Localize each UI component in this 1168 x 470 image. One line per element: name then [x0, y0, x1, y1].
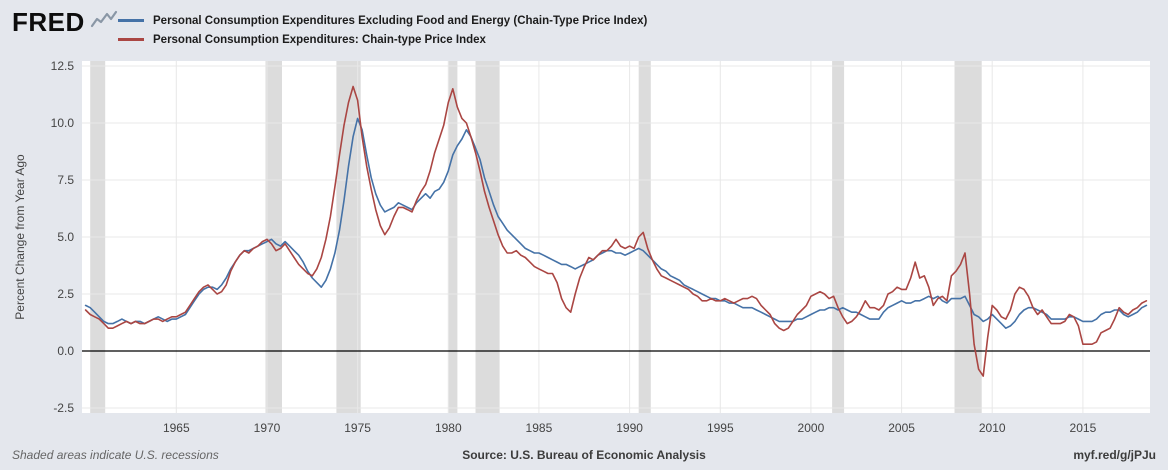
short-url-link[interactable]: myf.red/g/jPJu	[1073, 448, 1156, 462]
x-tick-label: 1990	[616, 421, 643, 435]
x-tick-label: 1995	[707, 421, 734, 435]
y-tick-label: 7.5	[57, 173, 74, 187]
y-tick-label: 5.0	[57, 230, 74, 244]
fred-logo[interactable]: FRED	[12, 7, 118, 38]
legend-label-headline: Personal Consumption Expenditures: Chain…	[153, 33, 486, 46]
y-axis-title: Percent Change from Year Ago	[13, 154, 27, 320]
legend-label-core: Personal Consumption Expenditures Exclud…	[153, 14, 648, 27]
chart-squiggle-icon	[90, 10, 118, 35]
plot-svg: -2.5 0.0 2.5 5.0 7.5 10.0 12.5 1965 1970 1975 1980…	[13, 59, 1150, 435]
fred-logo-text: FRED	[12, 7, 85, 37]
x-tick-label: 2000	[798, 421, 825, 435]
series-line-0	[84, 117, 1148, 330]
y-tick-label: 2.5	[57, 287, 74, 301]
series-color-swatch-headline	[118, 38, 144, 41]
x-tick-label: 1970	[254, 421, 281, 435]
x-tick-label: 1975	[344, 421, 371, 435]
source-text: Source: U.S. Bureau of Economic Analysis	[462, 448, 706, 462]
y-tick-label: -2.5	[53, 401, 74, 415]
series-color-swatch-core	[118, 19, 144, 22]
x-tick-label: 1965	[163, 421, 190, 435]
y-tick-label: 12.5	[51, 59, 75, 73]
x-tick-label: 1985	[526, 421, 553, 435]
x-tick-label: 2015	[1070, 421, 1097, 435]
recession-note: Shaded areas indicate U.S. recessions	[12, 448, 219, 462]
chart-area: -2.5 0.0 2.5 5.0 7.5 10.0 12.5 1965 1970 1975 1980…	[0, 55, 1168, 440]
series-line-1	[84, 85, 1148, 377]
legend-item-headline-pce: Personal Consumption Expenditures: Chain…	[118, 30, 647, 49]
legend-item-core-pce: Personal Consumption Expenditures Exclud…	[118, 11, 647, 30]
legend: Personal Consumption Expenditures Exclud…	[118, 11, 647, 49]
x-tick-label: 2005	[888, 421, 915, 435]
x-tick-label: 2010	[979, 421, 1006, 435]
y-tick-label: 0.0	[57, 344, 74, 358]
chart-footer: Shaded areas indicate U.S. recessions So…	[0, 448, 1168, 462]
chart-header: FRED Personal Consumption Expenditures E…	[0, 0, 1168, 56]
x-tick-label: 1980	[435, 421, 462, 435]
y-tick-label: 10.0	[51, 116, 75, 130]
